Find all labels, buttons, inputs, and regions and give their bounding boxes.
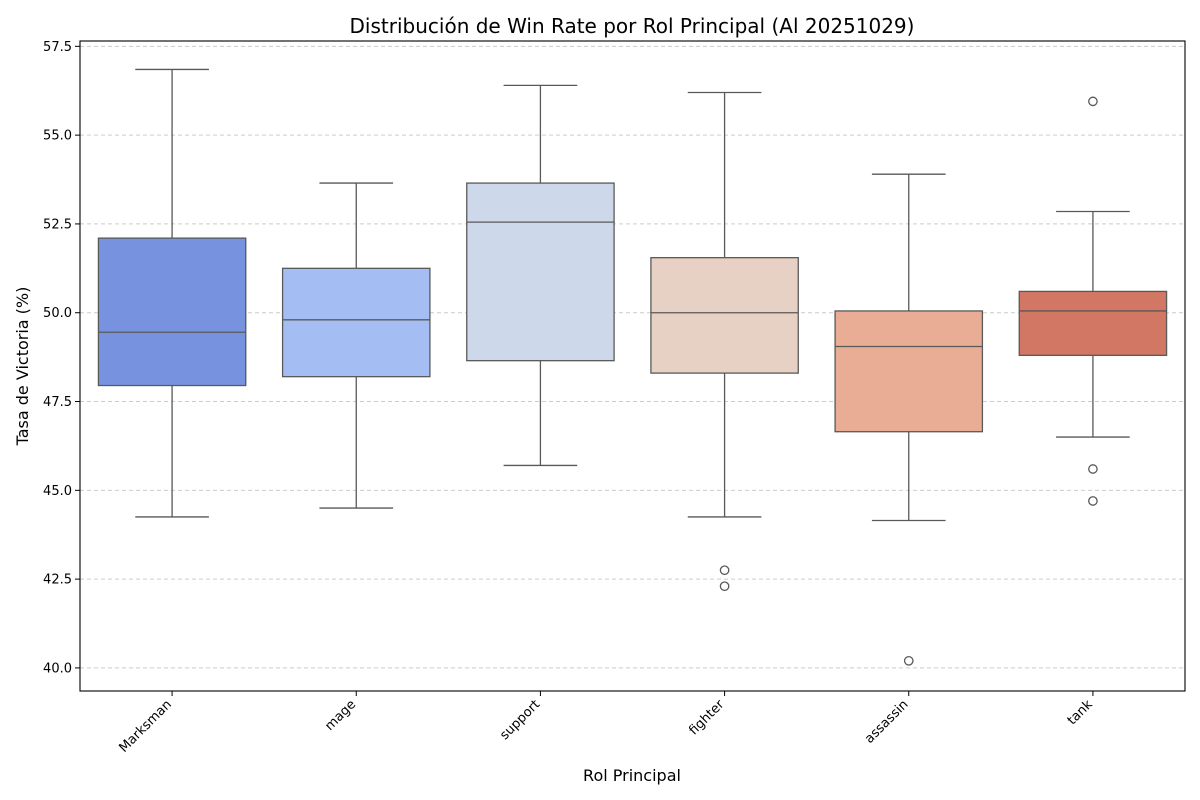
x-tick-label: assassin xyxy=(862,697,911,746)
outlier-point xyxy=(1088,464,1098,474)
x-tick-label: mage xyxy=(322,697,359,734)
box xyxy=(466,182,615,362)
box-plot-area xyxy=(97,68,1168,666)
x-axis-label: Rol Principal xyxy=(583,766,681,785)
box-group-tank xyxy=(1018,96,1168,506)
grid-lines xyxy=(80,45,1185,669)
x-tick-label: fighter xyxy=(686,697,728,739)
plot-frame xyxy=(79,40,1186,692)
x-tick-label: Marksman xyxy=(116,697,174,755)
outlier-point xyxy=(1088,96,1098,107)
box-group-support xyxy=(466,84,615,467)
y-tick-label: 57.5 xyxy=(43,40,72,55)
y-tick-label: 52.5 xyxy=(43,217,72,232)
box-group-mage xyxy=(281,182,431,509)
box xyxy=(1018,290,1168,356)
x-tick-label: support xyxy=(497,697,543,743)
y-axis: 40.0 42.5 45.0 47.5 50.0 52.5 55.0 57.5 xyxy=(43,40,80,676)
y-tick-label: 42.5 xyxy=(43,573,72,588)
chart-title: Distribución de Win Rate por Rol Princip… xyxy=(350,14,915,38)
box xyxy=(97,237,247,387)
y-axis-label: Tasa de Victoria (%) xyxy=(13,287,32,447)
outlier-point xyxy=(719,565,730,576)
y-tick-label: 55.0 xyxy=(43,129,72,144)
outlier-point xyxy=(903,655,914,666)
box-group-fighter xyxy=(650,91,799,592)
box xyxy=(650,257,799,374)
x-tick-label: tank xyxy=(1065,697,1096,728)
y-tick-label: 45.0 xyxy=(43,484,72,499)
box xyxy=(834,310,984,433)
x-axis: Marksman mage support fighter assassin tank xyxy=(116,691,1096,756)
y-tick-label: 47.5 xyxy=(43,395,72,410)
outlier-point xyxy=(1088,496,1098,506)
y-tick-label: 50.0 xyxy=(43,306,72,321)
outlier-point xyxy=(719,581,730,592)
y-tick-label: 40.0 xyxy=(43,661,72,676)
box-group-Marksman xyxy=(97,68,247,518)
box-group-assassin xyxy=(834,173,984,666)
box xyxy=(281,267,431,378)
